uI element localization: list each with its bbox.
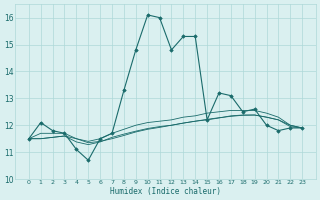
X-axis label: Humidex (Indice chaleur): Humidex (Indice chaleur) xyxy=(110,187,221,196)
